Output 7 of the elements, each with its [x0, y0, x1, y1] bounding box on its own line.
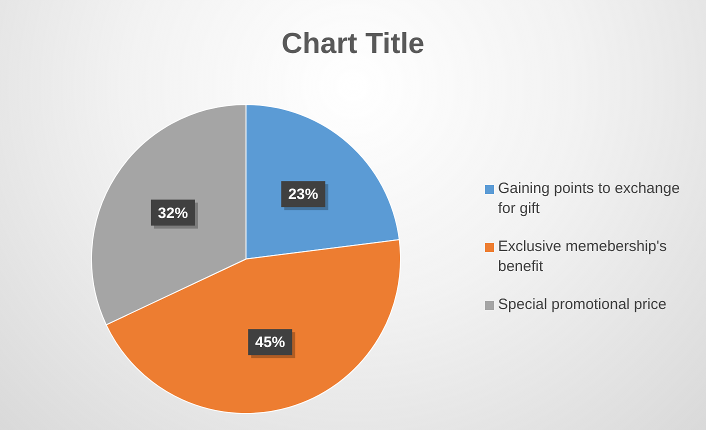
- data-label: 32%: [158, 204, 188, 222]
- data-label: 45%: [255, 334, 286, 352]
- legend-label: Special promotional price: [498, 295, 666, 315]
- chart-title: Chart Title: [280, 28, 426, 61]
- legend-label: Gaining points to exchange for gift: [498, 179, 681, 219]
- slice-label: Exclusive memebership's benefit: [498, 237, 668, 277]
- data-label: 23%: [288, 186, 318, 204]
